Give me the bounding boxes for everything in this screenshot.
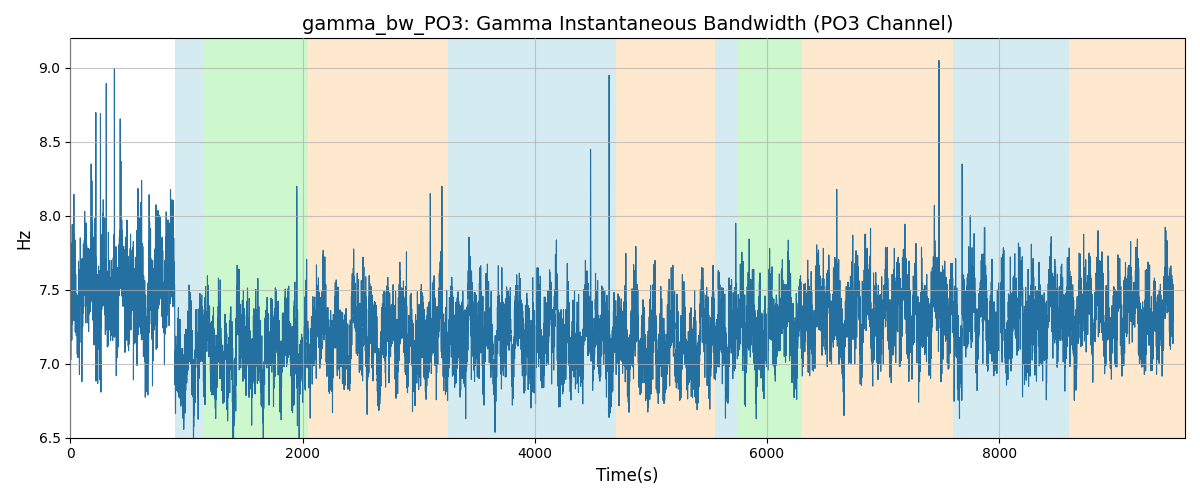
Bar — [616, 38, 715, 438]
Bar — [204, 38, 308, 438]
X-axis label: Time(s): Time(s) — [596, 467, 659, 485]
Y-axis label: Hz: Hz — [16, 228, 34, 248]
Title: gamma_bw_PO3: Gamma Instantaneous Bandwidth (PO3 Channel): gamma_bw_PO3: Gamma Instantaneous Bandwi… — [302, 15, 953, 35]
Bar — [802, 38, 953, 438]
Bar — [448, 38, 616, 438]
Bar — [953, 38, 1069, 438]
Bar — [175, 38, 204, 438]
Bar — [715, 38, 738, 438]
Bar — [738, 38, 802, 438]
Bar — [308, 38, 448, 438]
Bar — [1069, 38, 1186, 438]
